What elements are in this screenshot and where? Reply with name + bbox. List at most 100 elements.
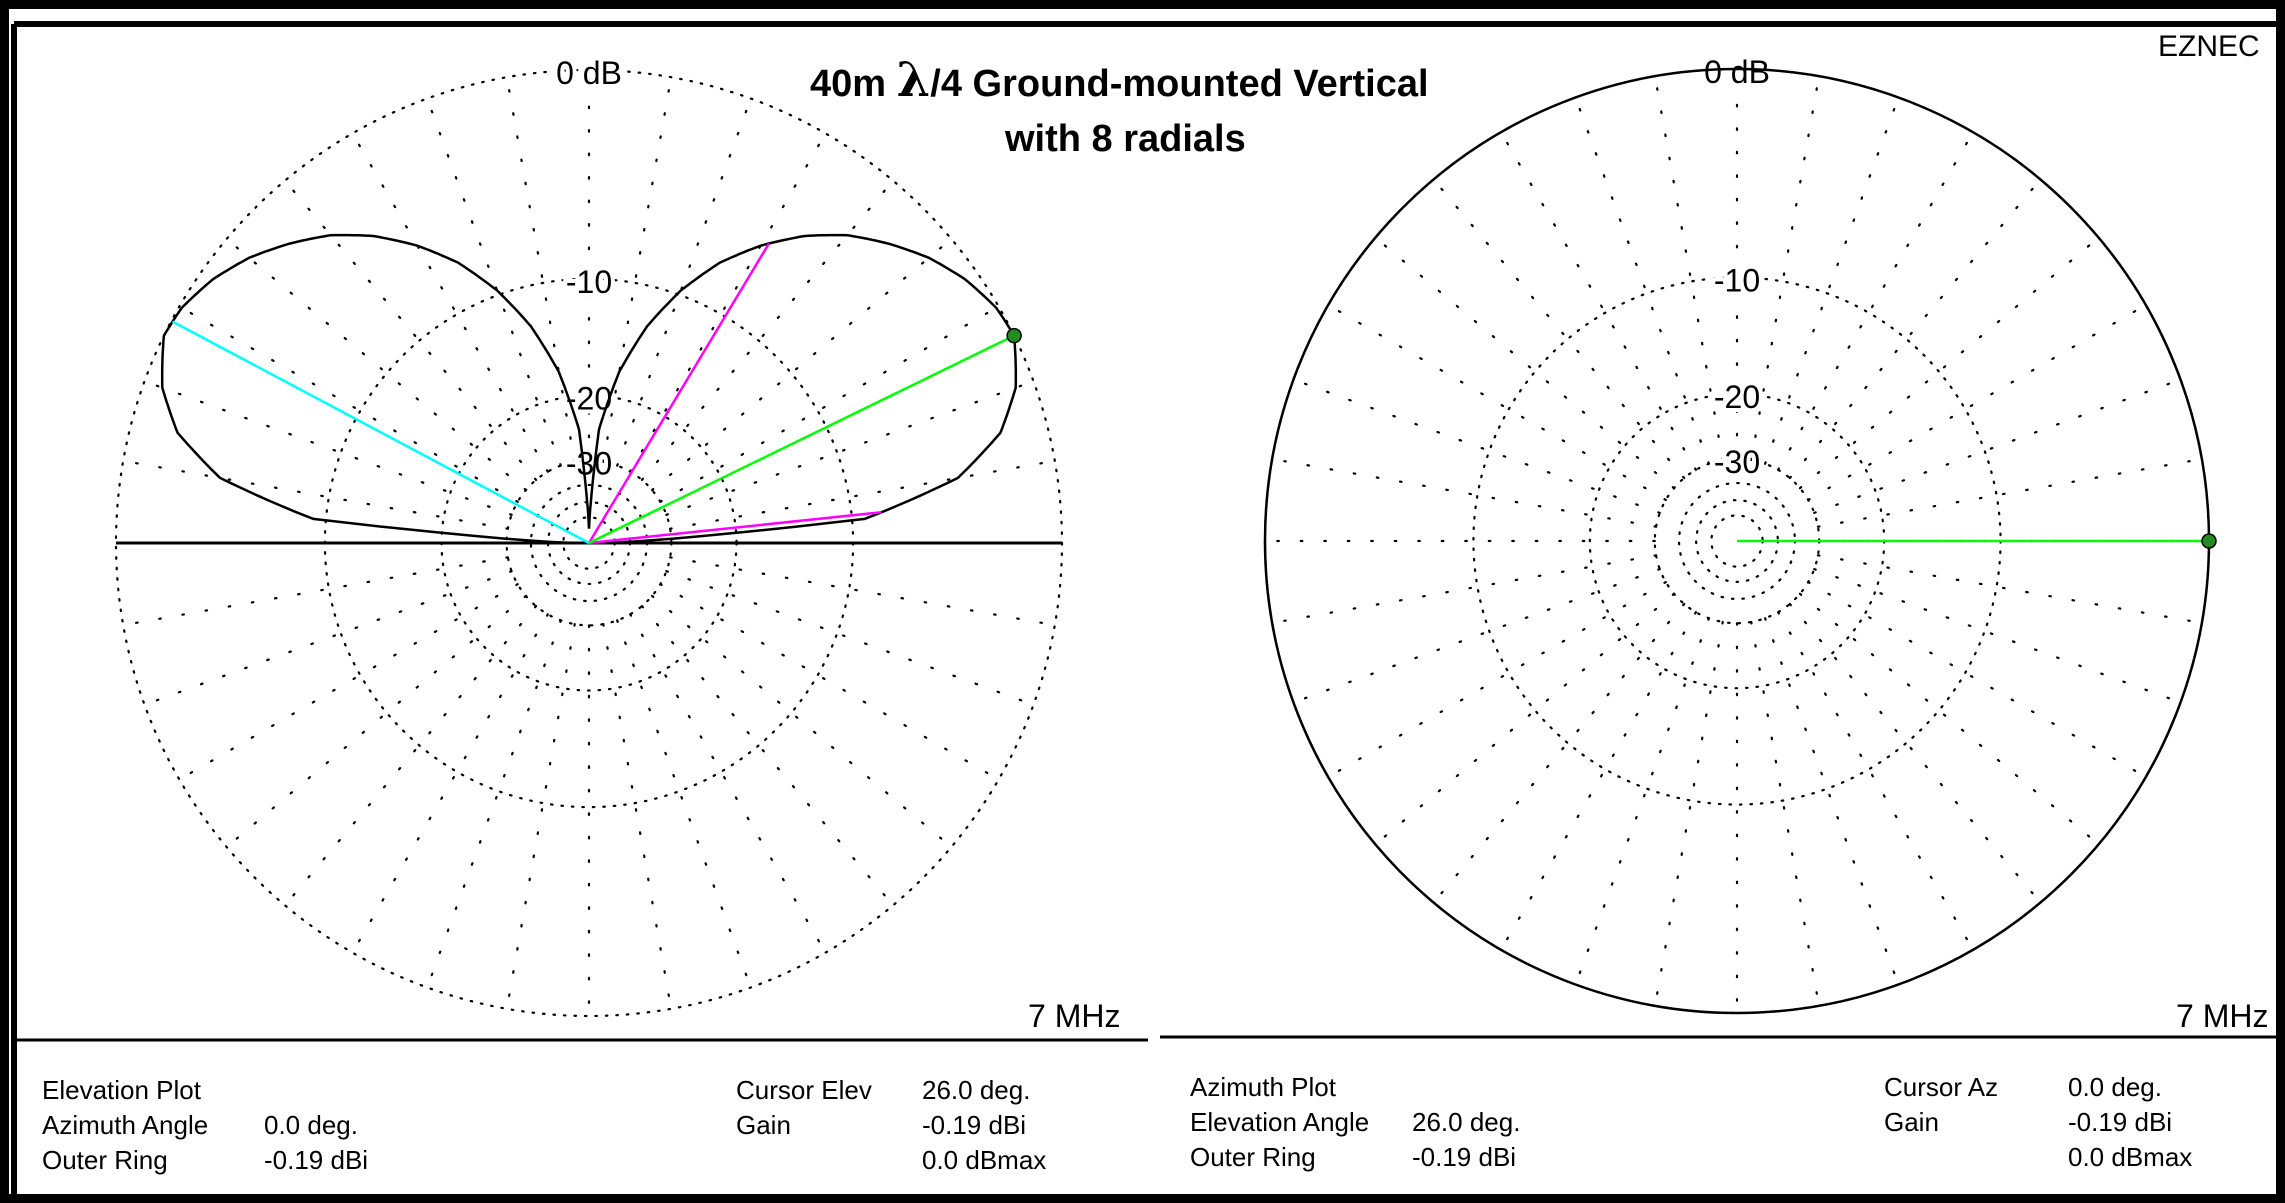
azimuth-ring-label: -30: [1714, 444, 1760, 480]
elevation-spoke: [178, 583, 519, 781]
azimuth-spoke: [1271, 554, 1658, 625]
elevation-angle-value: 26.0 deg.: [1412, 1107, 1521, 1137]
azimuth-spoke: [1292, 378, 1661, 514]
azimuth-gain-rel: 0.0 dBmax: [2068, 1142, 2193, 1172]
azimuth-spoke: [1327, 303, 1667, 502]
azimuth-spoke: [1499, 131, 1698, 471]
azimuth-outer-ring-label: Outer Ring: [1190, 1142, 1316, 1172]
elevation-outer-ring-label: Outer Ring: [42, 1145, 168, 1175]
elevation-plot-type: Elevation Plot: [42, 1075, 201, 1105]
azimuth-spoke: [1574, 96, 1710, 465]
elevation-frequency-label: 7 MHz: [1028, 998, 1121, 1034]
azimuth-gain-value: -0.19 dBi: [2068, 1107, 2173, 1137]
azimuth-ring-label: -20: [1714, 379, 1760, 415]
elevation-spoke: [122, 556, 509, 627]
elevation-spoke: [665, 380, 1035, 516]
azimuth-spoke: [1653, 75, 1724, 462]
elevation-spoke: [629, 613, 827, 954]
elevation-angle-label: Elevation Angle: [1190, 1107, 1370, 1137]
elevation-spoke: [178, 305, 519, 503]
elevation-cursor-marker: [1006, 327, 1022, 344]
cursor-az-value: 0.0 deg.: [2068, 1072, 2162, 1102]
elevation-spoke: [225, 594, 528, 849]
azimuth-spoke: [1432, 602, 1686, 904]
elevation-spoke: [283, 604, 538, 907]
azimuth-ring-label: -10: [1714, 262, 1760, 298]
azimuth-spoke: [1574, 617, 1710, 986]
azimuth-spoke: [1807, 303, 2147, 502]
azimuth-spoke: [1816, 457, 2203, 528]
cursor-az-label: Cursor Az: [1884, 1072, 1999, 1102]
elevation-spoke: [225, 237, 528, 492]
azimuth-spoke: [1813, 378, 2182, 514]
title-rest: /4 Ground-mounted Vertical: [930, 63, 1429, 105]
chart-title: 40m λ/4 Ground-mounted Vertical: [810, 52, 1429, 108]
elevation-spoke: [616, 97, 752, 467]
azimuth-spoke: [1816, 554, 2203, 625]
elevation-spoke: [602, 623, 673, 1010]
elevation-gain-value: -0.19 dBi: [922, 1110, 1027, 1140]
elevation-spoke: [629, 132, 827, 473]
elevation-gain-label: Gain: [736, 1110, 791, 1140]
azimuth-spoke: [1798, 592, 2100, 846]
elevation-cursor-line: [588, 334, 1015, 545]
elevation-ring-label: -10: [566, 264, 612, 300]
elevation-spoke: [426, 619, 562, 989]
azimuth-cursor-marker: [2201, 533, 2217, 549]
azimuth-spoke: [1271, 457, 1658, 528]
azimuth-spoke: [1653, 620, 1724, 1007]
elevation-ring-label: -30: [566, 446, 612, 482]
azimuth-spoke: [1327, 580, 1667, 779]
elevation-spoke: [640, 604, 895, 907]
elevation-spoke: [669, 556, 1056, 627]
azimuth-frequency-label: 7 MHz: [2176, 998, 2269, 1034]
elevation-pattern-line: [160, 233, 1018, 545]
azimuth-spoke: [1798, 236, 2100, 490]
elevation-spoke: [602, 76, 673, 463]
azimuth-spoke: [1813, 568, 2182, 704]
elevation-spoke: [351, 613, 549, 954]
azimuth-angle-label: Azimuth Angle: [42, 1110, 209, 1140]
azimuth-spoke: [1788, 178, 2042, 480]
cursor-elev-value: 26.0 deg.: [922, 1075, 1031, 1105]
azimuth-spoke: [1764, 96, 1900, 465]
azimuth-spoke: [1807, 580, 2147, 779]
brand-label: EZNEC: [2158, 30, 2260, 63]
azimuth-spoke: [1788, 602, 2042, 904]
elevation-gain-rel: 0.0 dBmax: [922, 1145, 1047, 1175]
lambda-symbol: λ: [896, 52, 931, 108]
chart-subtitle: with 8 radials: [1005, 118, 1246, 160]
azimuth-plot-type: Azimuth Plot: [1190, 1072, 1336, 1102]
title-prefix: 40m: [810, 63, 887, 105]
azimuth-spoke: [1374, 592, 1676, 846]
azimuth-spoke: [1432, 178, 1686, 480]
azimuth-angle-value: 0.0 deg.: [264, 1110, 358, 1140]
elevation-cursor2-line: [171, 320, 590, 545]
azimuth-outer-ring-value: -0.19 dBi: [1412, 1142, 1517, 1172]
azimuth-spoke: [1750, 75, 1821, 462]
elevation-spoke: [505, 623, 576, 1010]
elevation-outer-ring-value: -0.19 dBi: [264, 1145, 369, 1175]
elevation-spoke: [426, 97, 562, 467]
elevation-ring-label: 0 dB: [556, 55, 622, 91]
elevation-beamwidth-line: [588, 511, 882, 545]
azimuth-ring-label: 0 dB: [1704, 54, 1770, 90]
elevation-spoke: [505, 76, 576, 463]
elevation-spoke: [143, 570, 513, 706]
elevation-spoke: [616, 619, 752, 989]
azimuth-gain-label: Gain: [1884, 1107, 1939, 1137]
elevation-spoke: [659, 583, 1000, 781]
elevation-spoke: [665, 570, 1035, 706]
azimuth-spoke: [1776, 611, 1975, 951]
elevation-beamwidth-line: [587, 242, 771, 544]
azimuth-spoke: [1292, 568, 1661, 704]
elevation-spoke: [283, 179, 538, 482]
elevation-spoke: [659, 305, 1000, 503]
elevation-spoke: [640, 179, 895, 482]
azimuth-spoke: [1764, 617, 1900, 986]
azimuth-spoke: [1374, 236, 1676, 490]
azimuth-spoke: [1776, 131, 1975, 471]
elevation-spoke: [143, 380, 513, 516]
cursor-elev-label: Cursor Elev: [736, 1075, 872, 1105]
